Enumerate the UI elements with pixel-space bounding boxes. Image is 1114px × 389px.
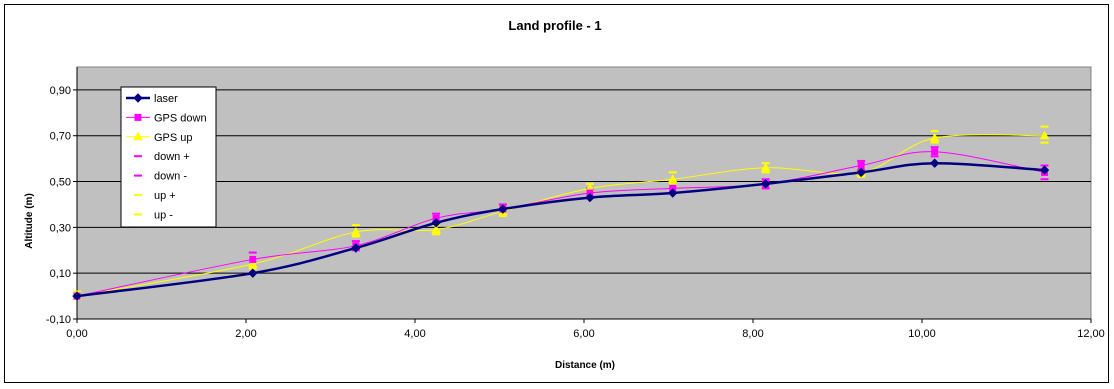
y-tick-label: 0,30 — [50, 222, 71, 234]
legend-swatch-marker — [133, 131, 143, 141]
y-tick-label: 0,70 — [50, 131, 71, 143]
data-point-laser — [1039, 165, 1050, 175]
series-line-gps-up — [76, 134, 1045, 297]
legend-label: GPS up — [154, 132, 193, 144]
data-point-gps-up — [247, 259, 258, 268]
x-tick-label: 4,00 — [404, 328, 425, 340]
chart-title: Land profile - 1 — [508, 18, 601, 33]
series-line-laser — [76, 161, 1045, 298]
y-tick-label: 0,50 — [50, 177, 71, 189]
data-point-gps-up — [1039, 130, 1050, 140]
y-axis-label: Altitude (m) — [24, 193, 35, 249]
data-point-laser — [856, 167, 866, 178]
legend-label: down - — [154, 171, 187, 183]
data-point-laser — [668, 188, 678, 198]
legend-label: GPS down — [154, 112, 207, 124]
legend-label: up - — [154, 209, 173, 221]
legend-label: laser — [154, 93, 178, 105]
data-point-gps-down — [249, 255, 257, 263]
x-tick-label: 6,00 — [573, 328, 594, 340]
legend-label: up + — [154, 190, 176, 202]
x-axis-label: Distance (m) — [555, 360, 615, 371]
x-tick-label: 10,00 — [908, 328, 936, 340]
data-point-gps-up — [667, 174, 678, 183]
plot-area — [76, 66, 1092, 320]
x-tick-label: 8,00 — [742, 328, 763, 340]
data-point-laser — [351, 243, 361, 253]
x-tick-label: 2,00 — [235, 328, 256, 340]
data-point-laser — [760, 179, 771, 189]
data-point-gps-up — [929, 133, 940, 142]
data-point-laser — [248, 268, 258, 278]
series-line-gps-down — [76, 151, 1045, 297]
x-tick-label: 0,00 — [66, 328, 87, 340]
data-point-laser — [72, 291, 82, 301]
data-point-laser — [585, 192, 595, 203]
data-point-gps-up — [760, 162, 771, 172]
data-point-gps-up — [431, 224, 441, 234]
data-point-laser — [431, 218, 441, 228]
data-point-gps-down — [857, 162, 865, 170]
y-tick-label: 0,90 — [50, 85, 71, 97]
data-point-laser — [498, 204, 508, 214]
data-point-gps-up — [350, 226, 361, 236]
legend-label: down + — [154, 151, 190, 163]
data-point-laser — [929, 158, 940, 168]
x-tick-label: 12,00 — [1077, 328, 1105, 340]
y-tick-label: -0,10 — [46, 314, 71, 326]
data-point-gps-down — [931, 148, 939, 156]
legend-swatch-marker — [133, 93, 143, 103]
legend-swatch-marker — [134, 113, 142, 121]
y-tick-label: 0,10 — [50, 268, 71, 280]
